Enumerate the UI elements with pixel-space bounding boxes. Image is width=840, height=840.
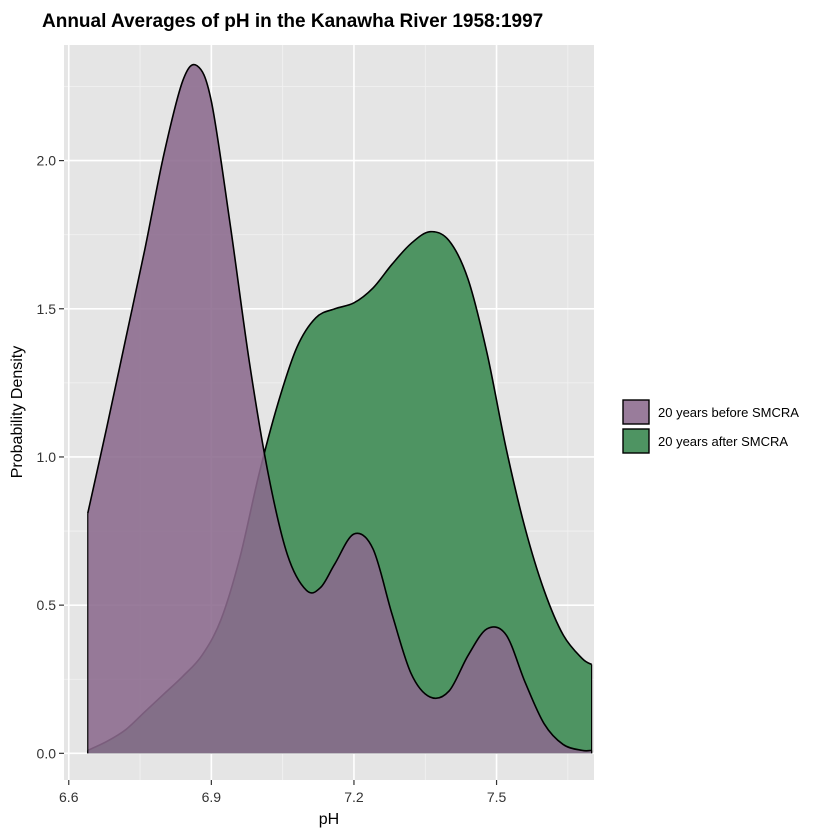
y-axis-title: Probability Density bbox=[9, 346, 26, 479]
y-tick-label: 1.0 bbox=[37, 449, 57, 465]
legend-swatch bbox=[622, 428, 650, 454]
chart-title: Annual Averages of pH in the Kanawha Riv… bbox=[42, 11, 543, 32]
y-tick-label: 0.5 bbox=[37, 597, 57, 613]
density-curve-20-years-before-smcra bbox=[86, 63, 592, 752]
x-tick-label: 6.9 bbox=[202, 789, 222, 805]
x-tick-label: 7.5 bbox=[487, 789, 507, 805]
x-tick-label: 7.2 bbox=[344, 789, 364, 805]
legend-label: 20 years after SMCRA bbox=[658, 434, 788, 449]
density-fill-20-years-after-smcra bbox=[87, 231, 592, 754]
x-axis-title: pH bbox=[319, 811, 339, 828]
legend-label: 20 years before SMCRA bbox=[658, 405, 799, 420]
y-axis: 0.0 0.5 1.0 1.5 2.0 bbox=[37, 153, 64, 761]
y-tick-label: 1.5 bbox=[37, 301, 57, 317]
legend: 20 years before SMCRA 20 years after SMCR… bbox=[622, 399, 799, 454]
density-areas bbox=[86, 63, 593, 754]
y-tick-label: 2.0 bbox=[37, 153, 57, 169]
x-axis: 6.6 6.9 7.2 7.5 bbox=[59, 780, 506, 805]
x-tick-label: 6.6 bbox=[59, 789, 79, 805]
legend-swatch bbox=[622, 399, 650, 425]
density-fill-20-years-before-smcra bbox=[87, 64, 592, 754]
y-tick-label: 0.0 bbox=[37, 745, 57, 761]
